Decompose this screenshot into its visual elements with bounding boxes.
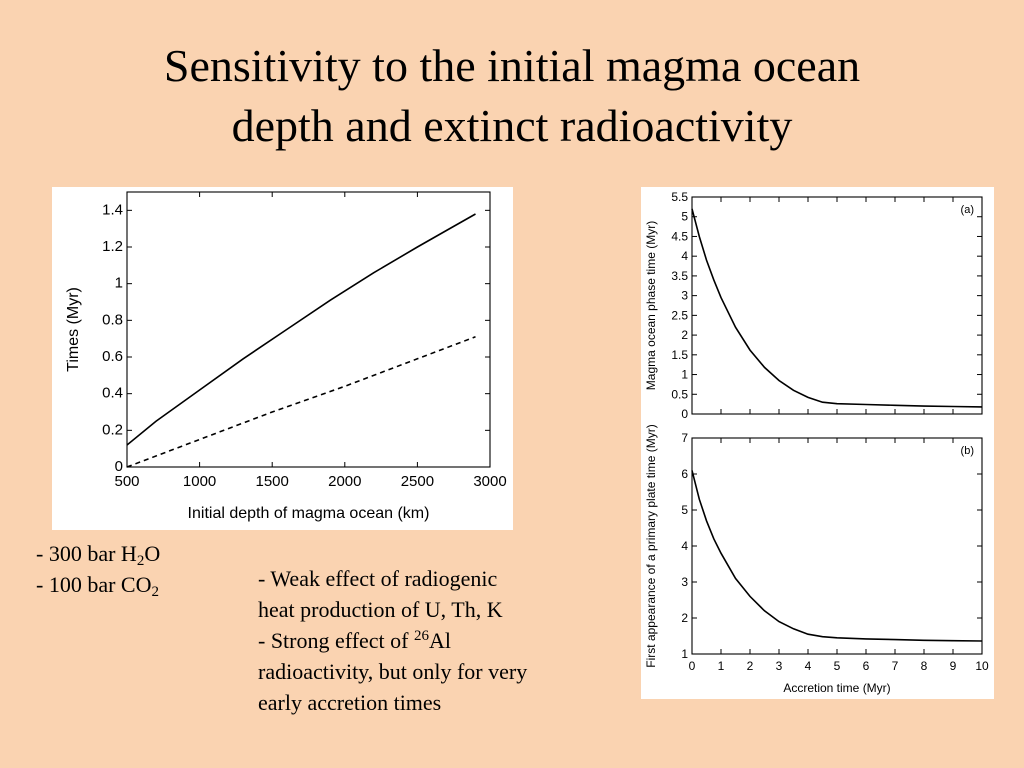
depth-chart-panel: 0 0.2 0.4 0.6 0.8 1 1.2 1.4 500 1000 1500 2000 2500 3… [52, 187, 513, 530]
magma-phase-chart-y-tick-label: 0 [681, 407, 688, 421]
depth-chart-y-tick-label: 0.6 [102, 348, 123, 365]
plate-time-chart-y-tick-label: 2 [681, 611, 688, 625]
plate-time-chart-x-tick-label: 3 [776, 659, 783, 673]
isotope-symbol: Al [429, 628, 451, 653]
plate-time-chart-x-axis-label: Accretion time (Myr) [783, 681, 890, 695]
plate-time-chart-y-tick-label: 6 [681, 467, 688, 481]
radio-line-4: radioactivity, but only for very [258, 659, 528, 684]
depth-chart-x-tick-label: 3000 [473, 473, 506, 490]
accretion-charts-panel: 0 0.5 1 1.5 2 2.5 3 3.5 4 4.5 5 5.5 Magma ocean phas… [641, 187, 994, 699]
slide-title: Sensitivity to the initial magma ocean d… [0, 36, 1024, 156]
plate-time-chart-x-tick-label: 2 [747, 659, 754, 673]
plate-time-chart-x-tick-label: 6 [863, 659, 870, 673]
radio-line-3-prefix: - Strong effect of [258, 628, 414, 653]
depth-chart-y-tick-label: 0.4 [102, 385, 123, 402]
depth-chart-x-tick-label: 500 [114, 473, 139, 490]
plate-time-chart-x-tick-label: 5 [834, 659, 841, 673]
accretion-charts: 0 0.5 1 1.5 2 2.5 3 3.5 4 4.5 5 5.5 Magma ocean phas… [644, 190, 989, 695]
magma-phase-chart-series-solid-line [691, 208, 983, 408]
magma-phase-chart-y-tick-label: 4.5 [671, 229, 688, 243]
depth-chart-y-axis-label: Times (Myr) [65, 287, 82, 372]
plate-time-chart-y-tick-label: 3 [681, 575, 688, 589]
h2o-note: - 300 bar H2O [36, 538, 160, 569]
co2-prefix: - 100 bar CO [36, 572, 152, 597]
depth-chart-y-tick-label: 1.4 [102, 201, 123, 218]
depth-chart-x-tick-label: 1000 [183, 473, 216, 490]
plate-time-chart-x-tick-label: 0 [689, 659, 696, 673]
plate-time-chart-x-tick-label: 4 [805, 659, 812, 673]
plate-time-chart-x-tick-label: 1 [718, 659, 725, 673]
plate-time-chart-x-tick-label: 7 [892, 659, 899, 673]
depth-chart-series-solid-line [126, 213, 476, 446]
plate-time-chart-series-solid-line [691, 470, 983, 642]
plate-time-chart-panel-label: (b) [961, 445, 974, 457]
plate-time-chart-x-tick-label: 8 [921, 659, 928, 673]
depth-chart-y-tick-label: 0 [115, 458, 123, 475]
depth-chart-x-axis-label: Initial depth of magma ocean (km) [188, 505, 430, 522]
magma-phase-chart-y-tick-label: 5 [681, 210, 688, 224]
co2-subscript: 2 [151, 584, 159, 600]
radio-line-3: - Strong effect of 26Al [258, 625, 618, 656]
isotope-superscript: 26 [414, 628, 429, 644]
magma-phase-chart-plot-frame [691, 196, 983, 415]
magma-phase-chart-y-tick-label: 2 [681, 328, 688, 342]
h2o-prefix: - 300 bar H [36, 541, 137, 566]
radioactivity-notes: - Weak effect of radiogenic heat product… [258, 563, 618, 718]
magma-phase-chart-y-tick-label: 3.5 [671, 269, 688, 283]
gas-notes: - 300 bar H2O - 100 bar CO2 [36, 538, 160, 600]
plate-time-chart-y-tick-label: 5 [681, 503, 688, 517]
magma-phase-chart-y-tick-label: 3 [681, 289, 688, 303]
depth-chart: 0 0.2 0.4 0.6 0.8 1 1.2 1.4 500 1000 1500 2000 2500 3… [65, 191, 507, 522]
magma-phase-chart-y-tick-label: 2.5 [671, 308, 688, 322]
magma-phase-chart-y-tick-label: 0.5 [671, 387, 688, 401]
plate-time-chart-y-tick-label: 4 [681, 539, 688, 553]
plate-time-chart-y-tick-label: 7 [681, 431, 688, 445]
depth-chart-plot-frame [126, 191, 491, 468]
depth-chart-y-tick-label: 0.2 [102, 421, 123, 438]
depth-chart-x-tick-label: 2000 [328, 473, 361, 490]
magma-phase-chart-y-axis-label: Magma ocean phase time (Myr) [644, 221, 658, 390]
depth-chart-y-tick-label: 1.2 [102, 238, 123, 255]
magma-phase-chart-y-tick-label: 1.5 [671, 348, 688, 362]
radio-line-5: early accretion times [258, 690, 442, 715]
h2o-suffix: O [144, 541, 161, 566]
plate-time-chart-y-axis-label: First appearance of a primary plate time… [644, 424, 658, 667]
depth-chart-x-tick-label: 1500 [256, 473, 289, 490]
plate-time-chart-y-tick-label: 1 [681, 647, 688, 661]
depth-chart-y-tick-label: 0.8 [102, 311, 123, 328]
depth-chart-y-tick-label: 1 [115, 275, 123, 292]
magma-phase-chart-y-tick-label: 1 [681, 368, 688, 382]
plate-time-chart-x-tick-label: 10 [975, 659, 989, 673]
magma-phase-chart-y-tick-label: 5.5 [671, 190, 688, 204]
radio-line-1: - Weak effect of radiogenic [258, 566, 498, 591]
co2-note: - 100 bar CO2 [36, 569, 160, 600]
title-line-2: depth and extinct radioactivity [231, 100, 793, 151]
radio-line-2: heat production of U, Th, K [258, 597, 503, 622]
h2o-subscript: 2 [136, 553, 145, 569]
magma-phase-chart-y-tick-label: 4 [681, 249, 688, 263]
depth-chart-series-dashed-line [126, 336, 476, 468]
magma-phase-chart-panel-label: (a) [961, 204, 974, 216]
depth-chart-x-tick-label: 2500 [401, 473, 434, 490]
plate-time-chart-x-tick-label: 9 [950, 659, 957, 673]
plate-time-chart-plot-frame [691, 437, 983, 655]
title-line-1: Sensitivity to the initial magma ocean [163, 40, 861, 91]
